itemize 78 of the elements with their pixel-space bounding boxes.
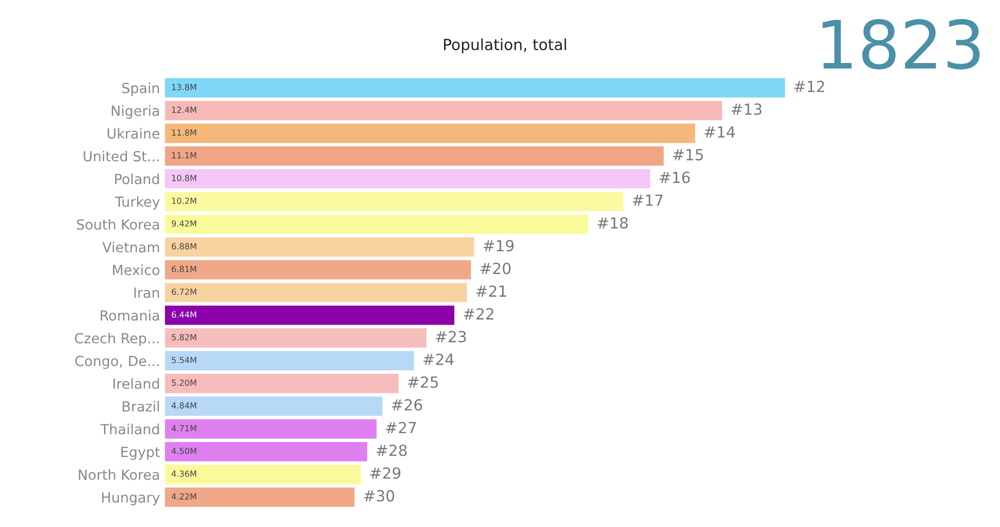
bar [165,374,399,394]
annotation: #18 [598,217,628,229]
y-tick-label: North Korea [78,469,159,480]
annotation: #27 [386,422,416,434]
bar [165,306,454,325]
data-label: 4.84M [172,402,196,409]
bar [165,419,377,439]
annotation: #25 [408,376,438,388]
annotation: #17 [632,194,663,206]
annotation: #29 [370,467,400,479]
data-label: 5.54M [172,356,196,364]
y-tick-label: South Korea [76,218,159,230]
data-label: 12.4M [172,106,196,113]
data-label: 10.8M [172,174,196,182]
data-label: 4.71M [172,425,196,432]
data-label: 13.8M [172,84,196,90]
data-label: 5.82M [172,334,196,340]
annotation: #19 [484,240,514,252]
bar [165,78,785,98]
y-tick-label: Thailand [100,424,159,434]
bar [165,124,696,143]
y-tick-label: Mexico [113,264,160,276]
data-label: 10.2M [172,198,196,204]
data-label: 11.1M [172,152,196,158]
bar [165,192,624,212]
y-tick-label: Iran [134,288,159,298]
y-tick-label: Turkey [114,196,160,210]
bar [165,260,471,280]
annotation: #15 [673,149,703,160]
y-tick-label: Brazil [122,400,159,412]
annotation: #13 [732,103,762,115]
annotation: #20 [480,262,511,274]
annotation: #21 [476,285,506,297]
data-label: 5.20M [172,380,196,386]
bar [165,146,664,166]
y-tick-label: Egypt [121,446,160,460]
y-tick-label: Nigeria [112,105,159,119]
bar [165,396,382,416]
annotation: #22 [464,308,494,320]
y-tick-label: Ireland [113,378,159,389]
bar [165,488,355,507]
data-label: 9.42M [172,220,196,227]
annotation: #30 [364,490,394,502]
data-label: 4.22M [172,493,196,500]
bar [165,282,467,302]
bar [165,237,474,257]
y-tick-label: Congo, De... [75,356,159,369]
annotation: #12 [794,80,824,92]
bar [165,169,650,188]
text: 1823 [822,19,980,70]
y-tick-label: Hungary [102,492,160,506]
annotation: #24 [423,354,454,365]
chart-title: Population, total [444,38,566,54]
y-tick-label: Vietnam [102,242,159,252]
bar [165,442,368,462]
data-label: 4.50M [172,448,196,454]
y-tick-label: Ukraine [108,128,160,139]
data-label: 6.44M [172,311,196,318]
bar [165,464,361,484]
data-label: 4.36M [172,470,196,477]
data-label: 6.88M [172,243,196,250]
annotation: #23 [436,330,466,342]
y-tick-label: Poland [115,173,159,184]
annotation: #28 [376,444,407,456]
y-tick-label: United St... [84,150,159,162]
y-tick-label: Czech Rep... [74,332,159,346]
data-label: 6.72M [172,288,196,295]
bar [165,351,414,370]
y-tick-label: Spain [122,82,159,96]
bar [165,214,588,234]
annotation: #14 [704,126,735,138]
y-tick-label: Romania [100,310,159,321]
annotation: #16 [660,172,690,184]
bar [165,328,426,348]
data-label: 6.81M [172,266,196,272]
data-label: 11.8M [172,129,196,136]
bar [165,100,722,120]
annotation: #26 [392,399,422,411]
